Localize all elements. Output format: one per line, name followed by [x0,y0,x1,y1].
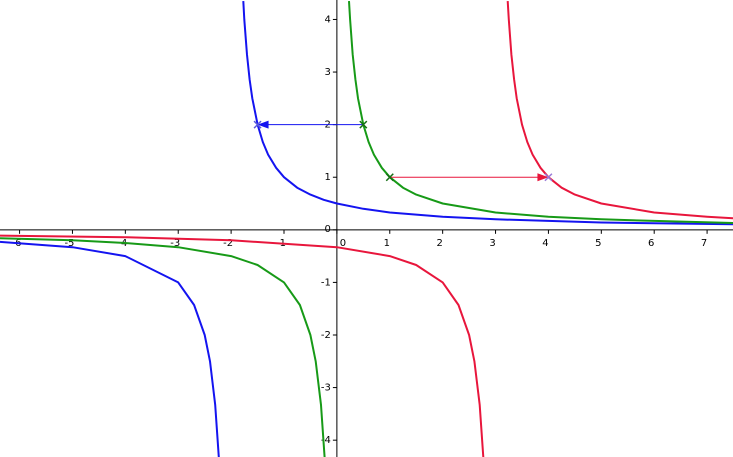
vector [389,173,549,182]
x-tick-label: 0 [340,238,346,249]
point [544,173,553,182]
y-tick-label: -4 [321,435,331,446]
x-tick-label: 6 [648,238,654,249]
point [385,173,394,182]
vector-head [257,120,269,129]
x-tick-label: -2 [223,238,233,249]
vector-head [537,173,549,182]
y-tick-label: 3 [325,67,331,78]
point [359,120,368,129]
x-tick-label: 4 [542,238,548,249]
y-tick-label: 1 [325,172,331,183]
point [253,120,262,129]
y-tick-label: 0 [325,224,331,235]
x-tick-label: 5 [595,238,601,249]
y-tick-label: -1 [321,277,331,288]
x-tick-label: 2 [436,238,442,249]
x-tick-label: 1 [384,238,390,249]
x-tick-label: -3 [170,238,180,249]
x-tick-label: 7 [701,238,707,249]
vector [257,120,364,129]
x-tick-label: 3 [489,238,495,249]
y-tick-label: -3 [321,383,331,394]
y-tick-label: -2 [321,330,331,341]
x-tick-label: -5 [64,238,74,249]
y-tick-label: 4 [325,14,331,25]
